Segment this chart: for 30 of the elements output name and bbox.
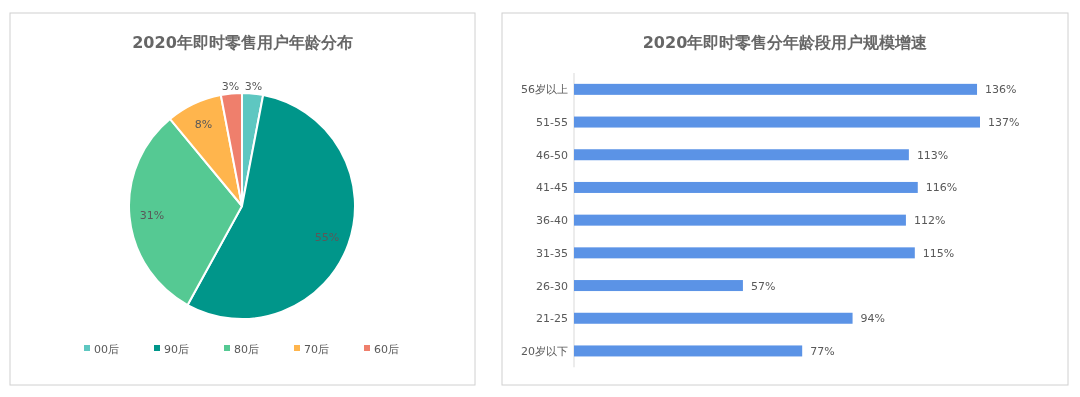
data-label: 3% <box>221 80 240 93</box>
data-label: 136% <box>985 83 1017 97</box>
data-label: 8% <box>194 118 213 132</box>
data-label: 77% <box>810 344 835 358</box>
y-tick-label: 51-55 <box>536 116 568 130</box>
chart-title: 2020年即时零售分年龄段用户规模增速 <box>642 33 929 52</box>
y-tick-label: 56岁以上 <box>521 83 568 97</box>
chart-title: 2020年即时零售用户年龄分布 <box>132 33 353 52</box>
y-tick-label: 31-35 <box>536 246 568 260</box>
data-label: 31% <box>139 208 165 222</box>
y-tick-label: 41-45 <box>536 181 568 195</box>
y-tick-label: 46-50 <box>536 148 568 162</box>
data-label: 55% <box>314 230 340 244</box>
data-label: 116% <box>925 181 958 195</box>
y-tick-label: 21-25 <box>536 312 568 326</box>
legend-label: 80后 <box>234 343 259 356</box>
data-label: 112% <box>913 214 946 228</box>
data-label: 137% <box>988 116 1020 130</box>
data-label: 57% <box>750 279 776 293</box>
y-tick-label: 20岁以下 <box>521 344 568 358</box>
y-tick-label: 36-40 <box>536 214 568 228</box>
legend-label: 60后 <box>374 343 399 356</box>
legend-label: 00后 <box>94 343 119 356</box>
data-label: 3% <box>244 80 263 93</box>
legend-label: 90后 <box>164 343 189 356</box>
data-label: 113% <box>916 148 949 162</box>
data-label: 94% <box>860 312 886 326</box>
legend-label: 70后 <box>304 343 329 356</box>
data-label: 115% <box>922 246 955 260</box>
y-tick-label: 26-30 <box>536 279 568 293</box>
